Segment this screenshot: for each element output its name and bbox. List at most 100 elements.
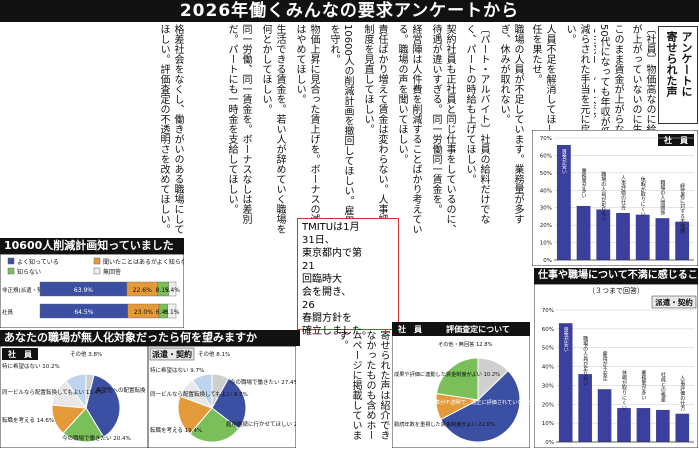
memo-line-2: 31日、 [302,235,335,246]
chart5-category-label: 社員との格差 [660,371,666,402]
article-col-4: 人員不足を解消してほしい。大企業としての責任を果たせ。 [530,24,555,234]
chart3-slice [435,357,479,401]
chart4-tick-label: 60% [540,153,552,159]
chart4-tick-label: 40% [540,188,552,194]
chart2-social: 社 員 その他 3.8% 希望先への配置転換 37.5% 今の職場で働きたい 20.4… [0,345,165,449]
chart2-contract-svg: 派遣・契約 その他 8.1% 今の職場で働きたい 27.4% 雇用継続に行かせてほしい… [147,345,311,449]
chart4-tick-label: 0% [543,258,552,264]
chart4-bar [675,221,690,260]
chart5-tick-label: 40% [542,365,554,371]
chart5-category-label: 賃金が安い [563,327,569,353]
chart3-label: 評価方法や評価基準が不透明で、適正に評価されていないと感じる 54.8% [393,398,530,406]
chart4-category-label: 人事評価の仕方 [620,175,626,211]
chart4-tick-label: 70% [540,136,552,142]
article-bottom-mid: 寄せられた声は紹介できなかったものも含めホームページに掲載しています。 [302,330,390,445]
chart3-label: その他・無回答 12.8% [438,340,493,348]
chart2-social-label: 今の職場で働きたい 20.4% [62,434,131,442]
chart4-tick-label: 30% [540,206,552,212]
chart2-social-label: 特に希望はない 10.2% [2,362,60,370]
chart4-bar [635,214,650,260]
chart2-contract: 派遣・契約 その他 8.1% 今の職場で働きたい 27.4% 雇用継続に行かせてほしい… [147,345,311,449]
chart4-category-label: 職場の人員が足りない [600,171,606,222]
chart5-tag: 派遣・契約 [655,297,693,307]
chart3-header-bg [428,322,530,336]
chart2-social-slice [62,407,105,443]
chart2-contract-slice [191,373,213,410]
chart5-bar [558,323,573,442]
memo-line-3: 東京都内で第 [302,248,362,259]
side-tag-line1: アンケートに [680,31,693,97]
chart5-category-label: 休暇が取りにくい [621,369,627,410]
chart1-data-label: 5.4% [165,287,181,294]
chart4-bar [655,218,670,260]
article-col-7: 契約社員も正社員と同じ仕事をしているのに、待遇が違いすぎる。同一労働同一賃金を。 [430,24,455,234]
chart2-contract-slice [211,377,247,430]
chart4-tick-label: 50% [540,171,552,177]
memo-line-8: 春闘方針を [302,313,352,324]
chart1-row-label: 非正規(派遣・契約) [2,286,50,294]
chart1-row-label: 社員 [2,308,14,316]
article-col-9: 責任ばかり増えて賃金は変わらない。人事評価制度を見直してほしい。 [362,24,387,234]
chart1-segment [167,303,177,319]
chart1-data-label: 6.1% [164,309,180,316]
article-col-11: 物価上昇に見合った賃上げを。ボーナスの減額はやめてほしい。 [294,24,319,234]
article-col-2: このまま賃金が上がらないのでは将来が不安。50代になっても年収が低すぎ、子供の教… [594,24,623,234]
chart4-category-label: 賃金が安い [561,148,567,174]
article-col-3: 減らされた手当を元に戻し、賃金を上げてほしい。 [564,24,589,234]
chart5-tick-label: 70% [542,308,554,314]
chart5-tag-bg [651,295,697,309]
chart1-legend-label: よく知っている [17,258,59,266]
memo-line-4: 21 [302,261,315,272]
chart4-bar [616,212,630,260]
chart4-category-label: 休暇が取りにくい [640,176,646,217]
chart5-tick-label: 50% [542,346,554,352]
chart1: よく知っている 聞いたことはあるがよく知らない 知らない 無回答 非正規(派遣・契約) 6… [0,253,193,329]
chart2-contract-slice [189,407,240,443]
chart1-segment [168,281,177,297]
chart5-tick-label: 20% [542,402,554,408]
article-col-1: 〔社員〕物価高なのに給料が上がらない。賃金が上がっていないのに生活費が上がる。会… [630,24,655,234]
memo-line-5: 回臨時大 [302,274,342,285]
chart2-contract-label: 転職を考える 19.4% [150,426,202,434]
side-tag-line2: 寄せられた声 [665,31,678,97]
chart1-data-label: 63.9% [74,287,93,294]
chart4: 社 員 0% 10% 20% 30% 40% 50% 60% 70% 賃金が安い 業務量が多い 職場の… [531,129,699,267]
chart5-bar [597,389,612,442]
chart2-contract-label: 特に希望はない 9.7% [150,366,204,374]
chart4-tick-label: 10% [540,241,552,247]
chart4-tag-bg [658,134,694,146]
chart5-category-label: 人事評価の仕方 [679,376,685,412]
chart2-contract-label: 同一ビルなら配置転換してもよい 9.7% [150,390,248,398]
chart2-contract-label: 雇用継続に行かせてほしい 25.8% [226,420,296,428]
chart5-bar [675,413,690,442]
chart2-header: あなたの職場が無人化対象だったら何を望みますか [0,330,300,346]
chart5-category-label: 職場の人員が足りない [582,336,588,387]
chart1-legend-label: 聞いたことはあるがよく知らない [103,258,184,266]
article-col-6: 〔パート・アルバイト〕社員の給料だけでなく、パートの時給も上げてほしい。 [464,24,489,224]
article-top-block: 〔社員〕物価高なのに給料が上がらない。賃金が上がっていないのに生活費が上がる。会… [0,24,658,234]
article-col-13: 同一労働、同一賃金を。ボーナスなしは差別だ。パートにも一時金を支給してほしい。 [226,24,251,224]
chart5-bar [578,374,592,442]
chart3: 社 員 評価査定について その他・無回答 12.8% 評価方法や評価基準が不透明で、適… [391,321,567,449]
chart4-bar [556,144,571,260]
chart4-bar [576,205,591,260]
article-col-5: 職場の人員が不足しています。業務量が多すぎ、休みが取れない。 [498,24,523,224]
chart4-category-label: 職場の人間関係 [659,180,665,217]
chart4-category-label: 業務量が多い [581,167,587,198]
memo-line-1: TMITUは1月 [302,222,360,233]
chart5-tick-label: 30% [542,383,554,389]
chart2-social-label: 同一ビルなら配置転換してもよい 13.4% [2,388,103,396]
chart2-contract-label: 今の職場で働きたい 27.4% [230,378,296,386]
chart5-frame [533,283,699,449]
chart5-subtitle: （３つまで回答） [588,286,644,295]
chart5-tick-label: 0% [545,440,554,446]
chart4-tick-label: 20% [540,223,552,229]
chart1-legend-swatch [7,257,15,265]
chart3-tag-bg [392,322,428,336]
memo-line-9: 確立しました。 [302,326,372,337]
chart2-social-slice [64,373,87,410]
chart5-category-label: 業務量が多い [640,369,646,400]
